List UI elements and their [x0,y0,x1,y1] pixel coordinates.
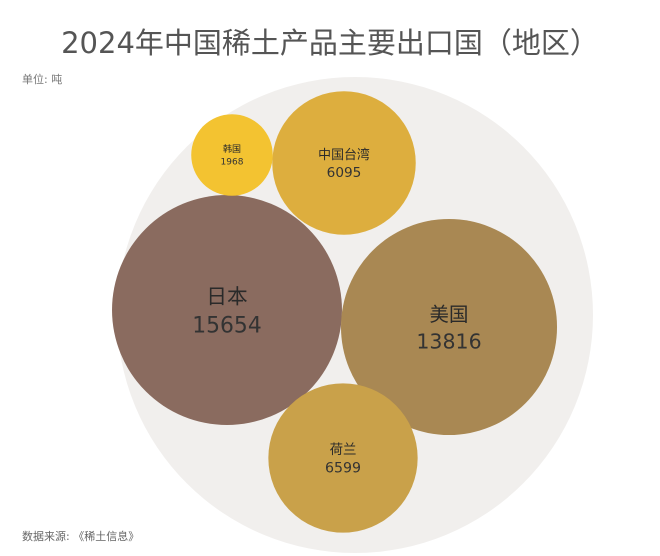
bubble-value: 6599 [325,461,361,477]
bubble-value: 15654 [192,313,261,338]
bubble-value: 1968 [221,157,244,167]
unit-label: 单位: 吨 [22,72,62,86]
bubble [191,114,273,196]
bubble [268,383,418,533]
bubble [340,218,558,436]
bubble-label: 荷兰 [330,442,357,458]
chart-title: 2024年中国稀土产品主要出口国（地区） [61,26,599,60]
source: 数据来源: 《稀土信息》 [22,529,139,543]
bubble-value: 13816 [416,329,481,353]
bubble-value: 6095 [327,165,362,181]
bubble-label: 日本 [206,285,247,309]
bubble-label: 中国台湾 [318,147,370,163]
bubble [272,91,416,235]
bubble-label: 美国 [430,303,469,326]
bubble [112,195,342,425]
bubble-label: 韩国 [223,143,241,155]
